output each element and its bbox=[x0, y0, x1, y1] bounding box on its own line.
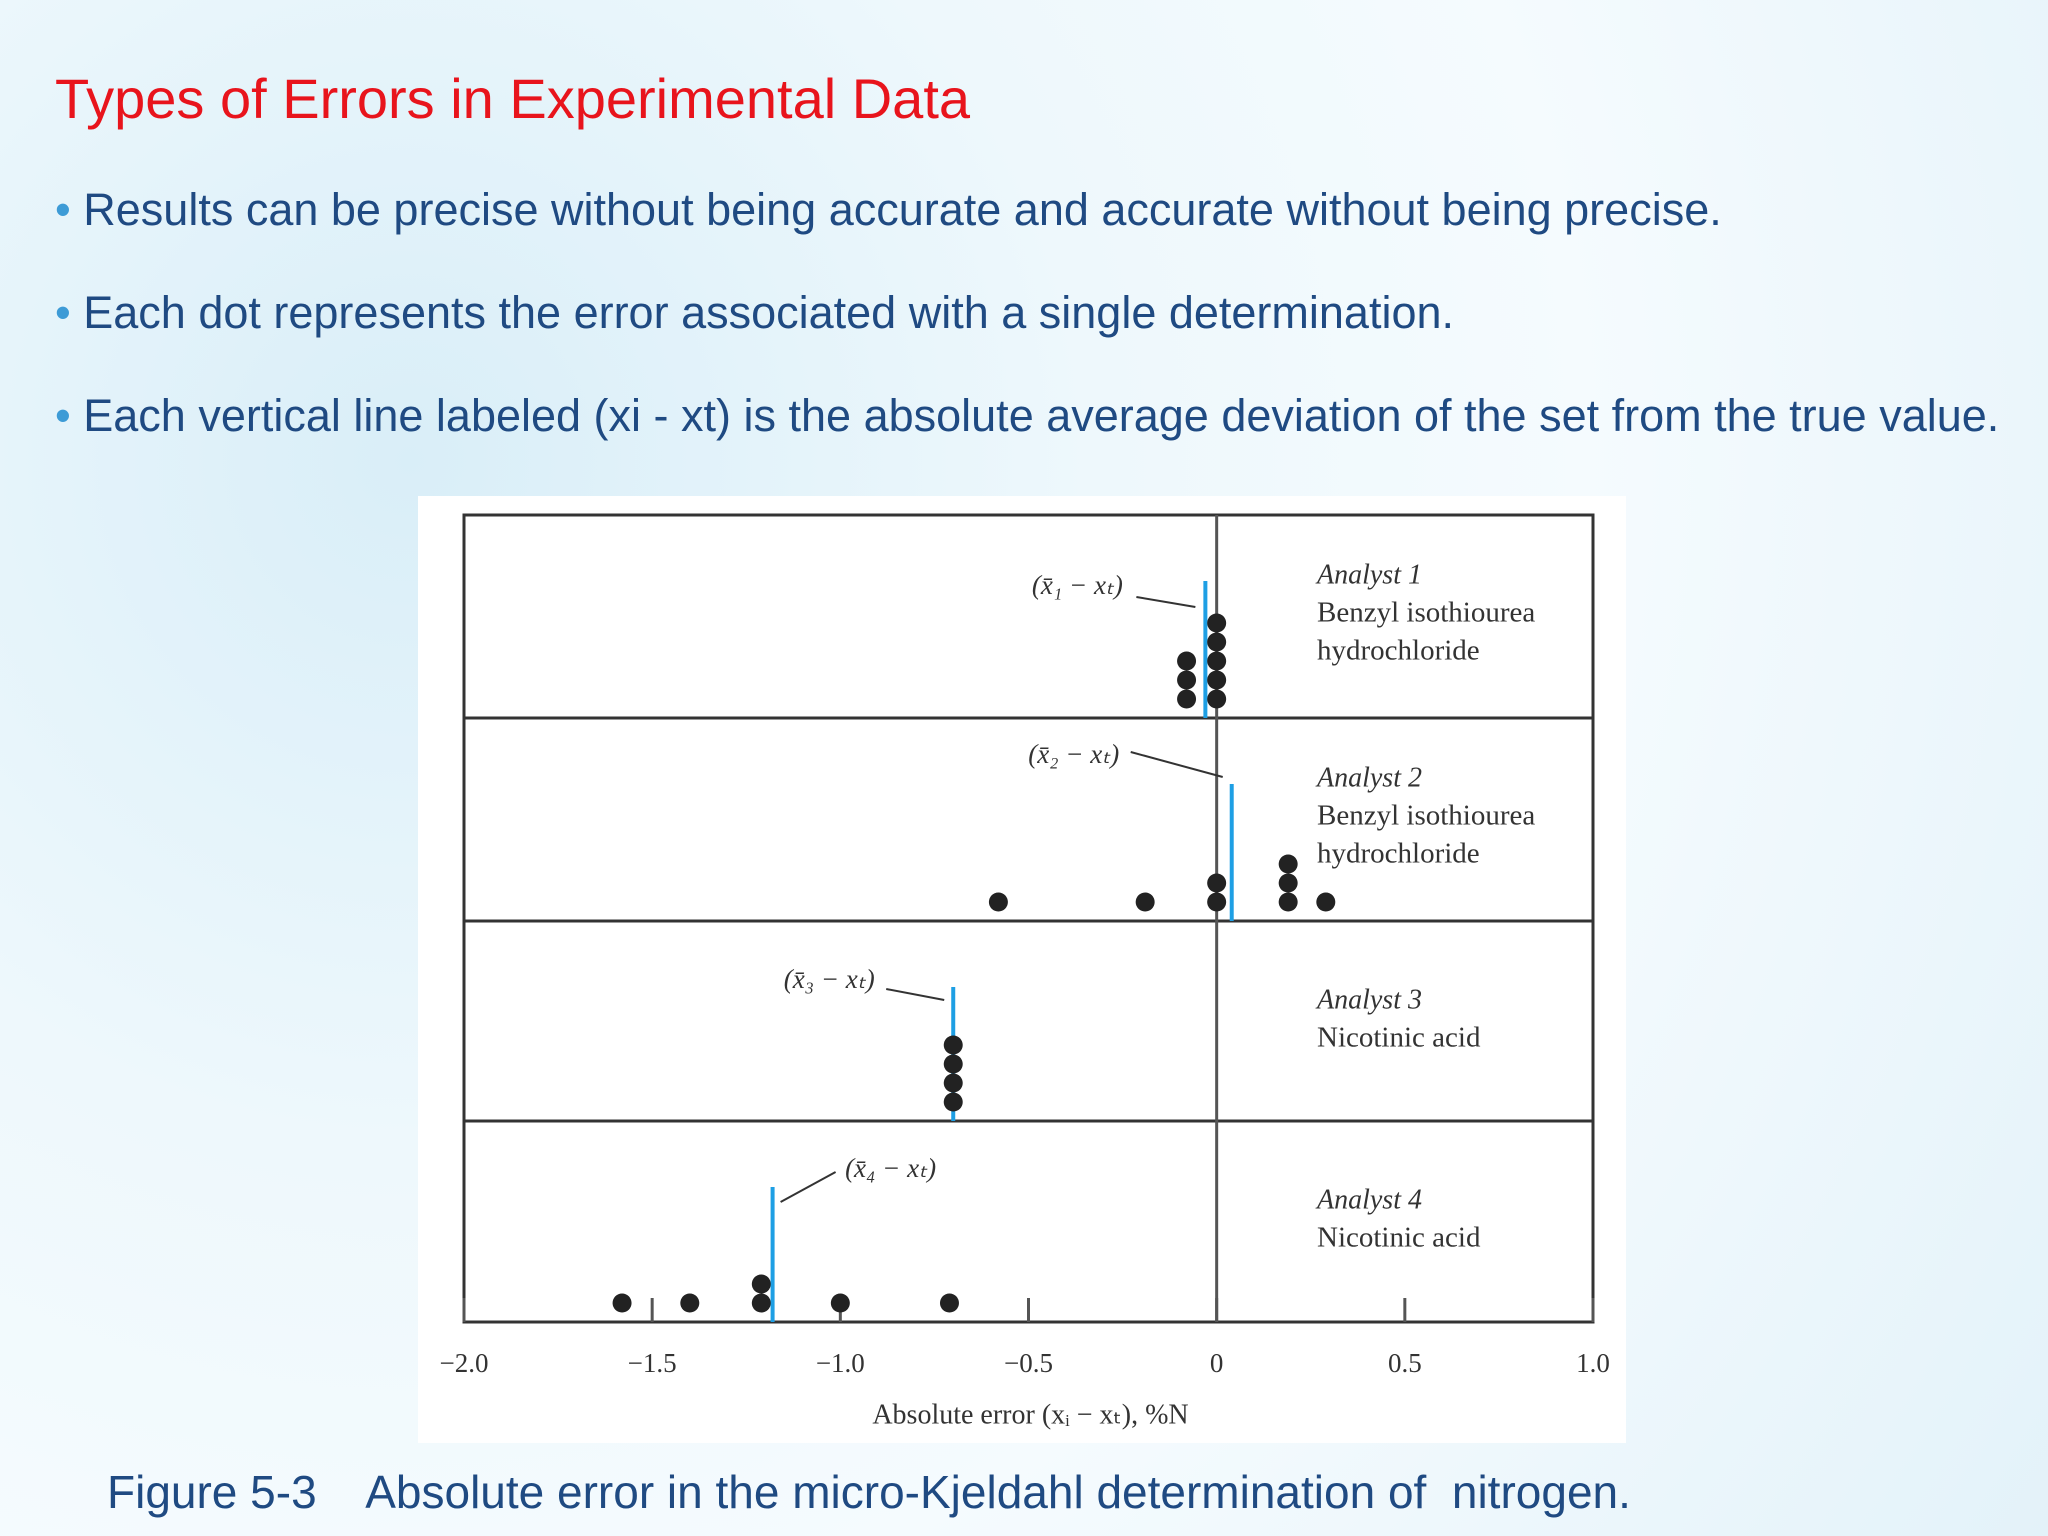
legend-label: Analyst 1 bbox=[1315, 559, 1422, 590]
mean-label: (x̄₄ − xₜ) bbox=[845, 1153, 936, 1183]
data-dot bbox=[751, 1274, 771, 1294]
x-tick-label: 0 bbox=[1210, 1348, 1224, 1378]
data-dot bbox=[1177, 670, 1197, 690]
leader-line bbox=[1130, 751, 1223, 778]
data-dot bbox=[1177, 651, 1197, 671]
compound-label: Benzyl isothiourea bbox=[1317, 597, 1535, 629]
x-tick-label: −1.0 bbox=[816, 1348, 865, 1378]
figure-caption: Figure 5-3 Absolute error in the micro-K… bbox=[107, 1466, 1631, 1518]
compound-label: Nicotinic acid bbox=[1317, 1222, 1481, 1254]
bullet: Results can be precise without being acc… bbox=[55, 158, 2015, 261]
data-dot bbox=[1278, 854, 1298, 874]
data-dot bbox=[1278, 873, 1298, 893]
slide-title: Types of Errors in Experimental Data bbox=[55, 67, 971, 130]
data-dot bbox=[1207, 670, 1227, 690]
mean-label: (x̄₃ − xₜ) bbox=[784, 964, 875, 994]
data-dot bbox=[751, 1293, 771, 1313]
data-dot bbox=[1207, 632, 1227, 652]
mean-label: (x̄₂ − xₜ) bbox=[1028, 739, 1119, 769]
x-tick-label: 0.5 bbox=[1388, 1348, 1422, 1378]
legend-label: Analyst 2 bbox=[1315, 762, 1422, 793]
compound-label: Benzyl isothiourea bbox=[1317, 800, 1535, 832]
data-dot bbox=[1135, 892, 1155, 912]
legend-label: Analyst 3 bbox=[1315, 984, 1422, 1015]
leader-line bbox=[1136, 596, 1196, 608]
x-tick-label: 1.0 bbox=[1576, 1348, 1610, 1378]
figure-background bbox=[418, 496, 1626, 1443]
x-tick-label: −0.5 bbox=[1004, 1348, 1053, 1378]
data-dot bbox=[1316, 892, 1336, 912]
data-dot bbox=[612, 1293, 632, 1313]
data-dot bbox=[1207, 892, 1227, 912]
data-dot bbox=[943, 1092, 963, 1112]
data-dot bbox=[943, 1035, 963, 1055]
data-dot bbox=[943, 1054, 963, 1074]
data-dot bbox=[1278, 892, 1298, 912]
x-tick-label: −1.5 bbox=[628, 1348, 677, 1378]
data-dot bbox=[1207, 613, 1227, 633]
data-dot bbox=[1207, 689, 1227, 709]
bullet: Each vertical line labeled (xi - xt) is … bbox=[55, 364, 2015, 467]
bullet-list: Results can be precise without being acc… bbox=[55, 158, 2015, 467]
x-tick-label: −2.0 bbox=[440, 1348, 489, 1378]
legend-label: Analyst 4 bbox=[1315, 1184, 1422, 1215]
data-dot bbox=[1207, 651, 1227, 671]
data-dot bbox=[1207, 873, 1227, 893]
compound-label: hydrochloride bbox=[1317, 838, 1480, 870]
bullet: Each dot represents the error associated… bbox=[55, 261, 2015, 364]
data-dot bbox=[830, 1293, 850, 1313]
mean-label: (x̄₁ − xₜ) bbox=[1032, 570, 1123, 600]
compound-label: Nicotinic acid bbox=[1317, 1022, 1481, 1054]
data-dot bbox=[943, 1073, 963, 1093]
data-dot bbox=[680, 1293, 700, 1313]
data-dot bbox=[939, 1293, 959, 1313]
compound-label: hydrochloride bbox=[1317, 635, 1480, 667]
x-axis-title: Absolute error (xᵢ − xₜ), %N bbox=[872, 1399, 1188, 1430]
data-dot bbox=[988, 892, 1008, 912]
data-dot bbox=[1177, 689, 1197, 709]
leader-line bbox=[886, 988, 945, 1001]
leader-line bbox=[780, 1171, 837, 1203]
